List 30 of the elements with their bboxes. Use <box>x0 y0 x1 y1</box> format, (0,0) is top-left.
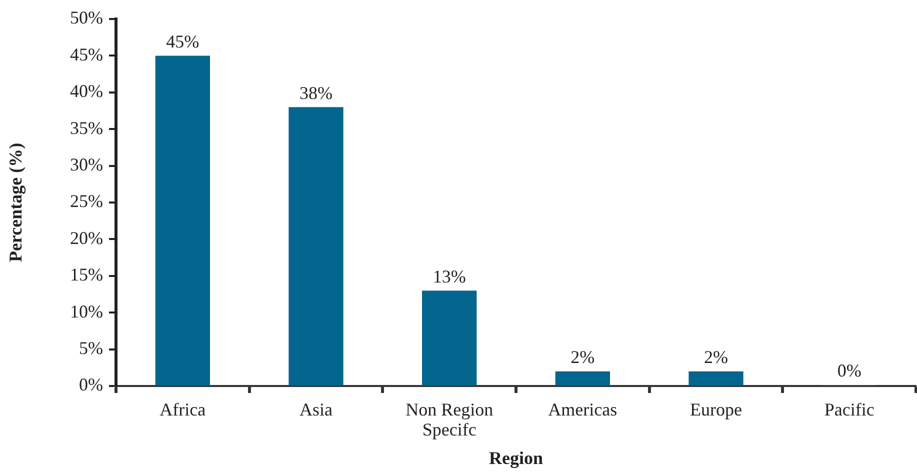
y-tick-label: 15% <box>70 264 103 285</box>
bar <box>422 290 477 386</box>
x-tick-label: Pacific <box>824 400 874 420</box>
bar <box>288 107 344 386</box>
y-tick-label: 35% <box>70 118 103 138</box>
data-label: 2% <box>570 347 595 368</box>
y-tick-label: 45% <box>70 44 103 64</box>
y-tick-label: 40% <box>70 81 103 102</box>
bar <box>555 371 610 386</box>
bar <box>155 56 210 386</box>
x-tick-label: Asia <box>300 400 333 420</box>
x-tick-label: Non Region Specifc <box>406 400 494 440</box>
data-label: 38% <box>300 82 332 103</box>
data-label: 45% <box>166 31 200 52</box>
y-tick-label: 30% <box>70 154 103 175</box>
y-tick-label: 50% <box>70 8 103 28</box>
data-label: 2% <box>704 347 728 368</box>
y-tick-label: 20% <box>70 228 103 248</box>
y-tick-label: 5% <box>79 338 103 358</box>
data-label: 0% <box>837 360 862 381</box>
bar <box>688 371 744 386</box>
y-tick-label: 0% <box>79 374 103 395</box>
x-axis-title: Region <box>489 448 543 468</box>
y-axis-title: Percentage (%) <box>5 142 26 262</box>
x-tick-label: Europe <box>690 400 742 420</box>
y-tick-label: 10% <box>70 301 103 322</box>
data-label: 13% <box>432 266 466 286</box>
x-tick-label: Africa <box>160 400 206 420</box>
x-tick-label: Americas <box>548 400 618 420</box>
y-tick-label: 25% <box>70 191 103 212</box>
